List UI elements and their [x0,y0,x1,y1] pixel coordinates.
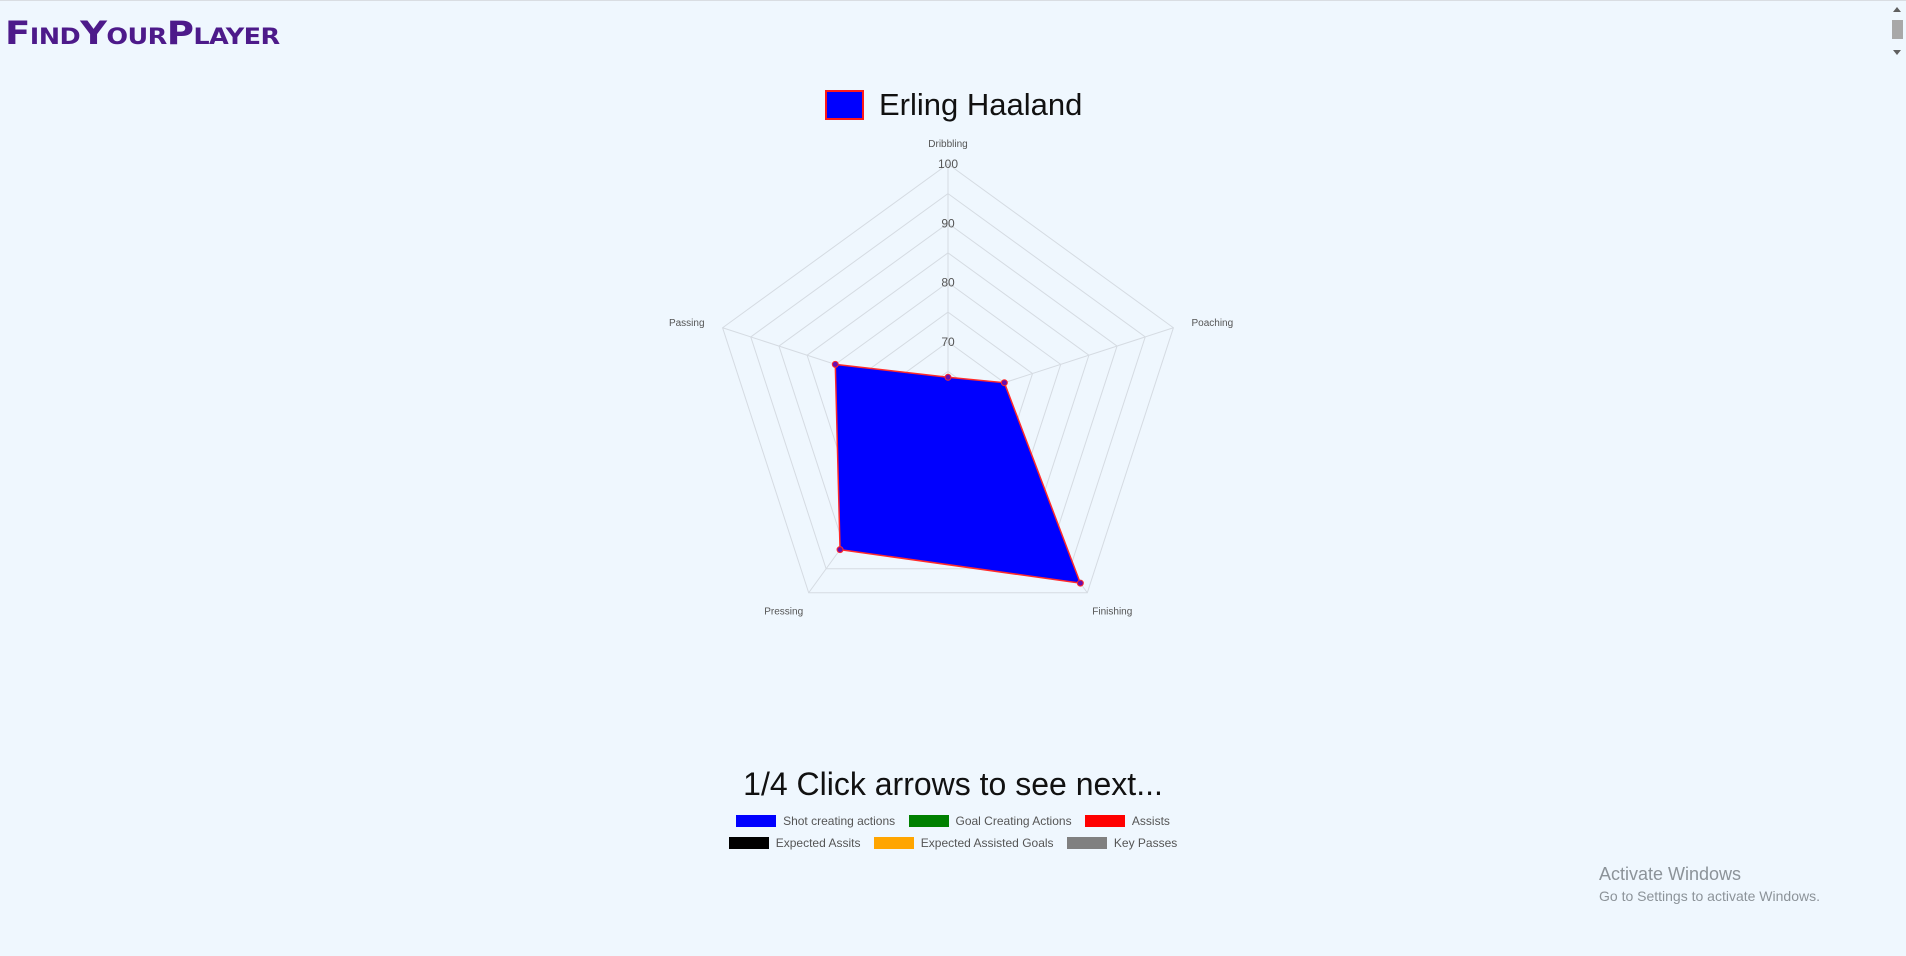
scroll-down-icon[interactable] [1893,50,1901,55]
chart-legend: Erling Haaland [825,87,1082,123]
radar-axis-label: Passing [669,318,705,329]
stat-legend-row-1: Shot creating actions Goal Creating Acti… [0,812,1906,832]
vertical-scrollbar[interactable] [1889,1,1906,956]
radar-data-point [831,360,839,368]
radar-series-area [834,363,1082,584]
radar-data-point [836,546,844,554]
radar-chart: 70 80 90 100 Dribbling Poaching Finishing Press… [669,139,1233,618]
stat-legend-swatch [908,815,949,827]
stat-legend-label: Key Passes [1113,836,1178,850]
stat-legend-label: Goal Creating Actions [955,814,1072,828]
scroll-thumb[interactable] [1892,20,1903,39]
stat-legend-item[interactable]: Expected Assisted Goals [873,834,1054,852]
radar-grid-ring [722,163,1174,594]
stat-legend-label: Assists [1131,814,1170,828]
pager-text: 1/4 Click arrows to see next... [743,766,1163,802]
watermark-title: Activate Windows [1599,864,1742,884]
radar-axis-label: Dribbling [928,139,967,150]
stat-legend-swatch [1066,837,1107,849]
radar-tick-label: 80 [941,276,955,290]
stat-legend-swatch [736,815,777,827]
stat-legend-label: Shot creating actions [783,814,896,828]
legend-player-name[interactable]: Erling Haaland [879,87,1083,122]
stat-legend-item[interactable]: Shot creating actions [736,812,895,830]
stat-legend-item[interactable]: Key Passes [1066,834,1178,852]
radar-tick-label: 100 [938,157,958,171]
stat-legend-swatch [1084,815,1125,827]
radar-axis-label: Pressing [764,607,803,618]
activate-windows-watermark: Activate Windows Go to Settings to activ… [1599,863,1820,906]
radar-data-point [944,373,952,381]
radar-data-point [1000,379,1008,387]
radar-tick-label: 70 [941,335,955,349]
stat-legend-item[interactable]: Assists [1084,812,1170,830]
stat-legend-row-2: Expected Assits Expected Assisted Goals … [0,834,1906,854]
stat-legend-label: Expected Assits [775,836,861,850]
radar-axis-label: Finishing [1092,607,1132,618]
scroll-up-icon[interactable] [1893,7,1901,12]
stat-legend-swatch [873,837,914,849]
stat-legend-label: Expected Assisted Goals [920,836,1054,850]
stat-legend-item[interactable]: Goal Creating Actions [908,812,1072,830]
watermark-subtitle: Go to Settings to activate Windows. [1599,888,1820,904]
radar-grid-ring [750,193,1146,570]
site-logo[interactable]: FindYourPlayer [5,14,280,52]
stat-legend-item[interactable]: Expected Assits [728,834,861,852]
radar-tick-label: 90 [941,216,955,230]
radar-axis-label: Poaching [1191,318,1233,329]
legend-swatch-player[interactable] [825,90,864,120]
stat-legend-swatch [728,837,769,849]
radar-data-point [1076,579,1084,587]
